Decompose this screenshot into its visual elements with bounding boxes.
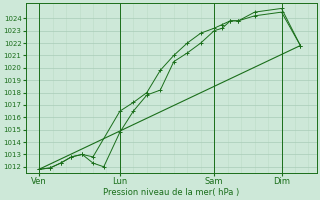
X-axis label: Pression niveau de la mer( hPa ): Pression niveau de la mer( hPa ): [103, 188, 239, 197]
